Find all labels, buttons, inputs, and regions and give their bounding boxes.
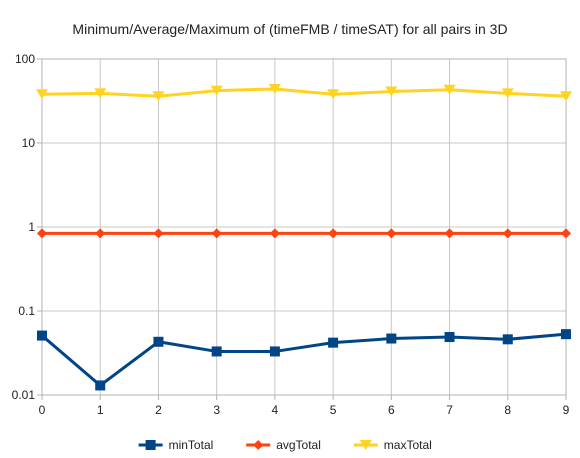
series-avgTotal <box>37 228 571 239</box>
data-point-maxTotal <box>327 89 340 100</box>
data-point-avgTotal <box>328 228 339 239</box>
legend-label: maxTotal <box>384 438 432 452</box>
y-tick-label: 0.1 <box>18 304 35 318</box>
data-point-avgTotal <box>502 228 513 239</box>
data-point-maxTotal <box>94 88 107 99</box>
data-point-maxTotal <box>152 91 165 102</box>
data-point-avgTotal <box>269 228 280 239</box>
legend-marker <box>253 440 264 450</box>
data-point-avgTotal <box>444 228 455 239</box>
data-point-maxTotal <box>443 84 456 95</box>
data-point-minTotal <box>153 336 164 347</box>
series-line-minTotal <box>41 332 567 387</box>
data-point-maxTotal <box>385 86 398 97</box>
data-point-minTotal <box>211 346 222 357</box>
x-tick-label: 2 <box>155 403 162 417</box>
legend-label: avgTotal <box>276 438 321 452</box>
series-maxTotal <box>36 83 572 102</box>
legend-item-avgTotal: avgTotal <box>246 438 321 452</box>
x-tick-label: 0 <box>39 403 46 417</box>
data-point-avgTotal <box>153 228 164 239</box>
data-point-minTotal <box>386 333 397 344</box>
legend-label: minTotal <box>169 438 214 452</box>
x-tick-label: 9 <box>563 403 570 417</box>
axes: 0.01 0.1 1 10 100 0 1 2 3 4 5 6 7 8 9 <box>12 52 570 417</box>
data-point-maxTotal <box>210 85 223 96</box>
x-tick-label: 7 <box>446 403 453 417</box>
y-tick-label: 10 <box>22 136 36 150</box>
plot-area-border <box>41 58 567 396</box>
data-point-minTotal <box>561 329 571 340</box>
series-minTotal <box>37 329 571 391</box>
y-tick-label: 0.01 <box>12 388 36 402</box>
data-point-minTotal <box>269 346 280 357</box>
x-tick-label: 5 <box>330 403 337 417</box>
x-tick-label: 1 <box>97 403 104 417</box>
chart-title: Minimum/Average/Maximum of (timeFMB / ti… <box>72 21 507 37</box>
data-point-minTotal <box>37 330 47 341</box>
y-tick-label: 1 <box>28 220 35 234</box>
data-point-minTotal <box>328 337 339 348</box>
legend-marker <box>359 440 372 450</box>
data-point-avgTotal <box>211 228 222 239</box>
data-point-maxTotal <box>501 88 514 99</box>
legend-item-minTotal: minTotal <box>138 438 214 452</box>
data-point-avgTotal <box>37 228 47 239</box>
data-point-maxTotal <box>268 83 281 94</box>
data-point-avgTotal <box>95 228 106 239</box>
data-point-minTotal <box>95 380 106 391</box>
data-point-minTotal <box>502 334 513 345</box>
series-lines <box>36 83 572 391</box>
legend: minTotal avgTotal maxTotal <box>138 438 432 452</box>
data-point-maxTotal <box>560 91 572 102</box>
data-point-minTotal <box>444 332 455 343</box>
x-tick-label: 6 <box>388 403 395 417</box>
y-tick-label: 100 <box>15 52 35 66</box>
data-point-maxTotal <box>36 89 48 100</box>
series-line-maxTotal <box>41 87 567 98</box>
x-tick-label: 3 <box>213 403 220 417</box>
legend-item-maxTotal: maxTotal <box>353 438 432 452</box>
data-point-avgTotal <box>561 228 571 239</box>
data-point-avgTotal <box>386 228 397 239</box>
legend-marker <box>145 440 156 450</box>
x-tick-label: 4 <box>272 403 279 417</box>
x-tick-label: 8 <box>504 403 511 417</box>
grid <box>41 58 567 396</box>
